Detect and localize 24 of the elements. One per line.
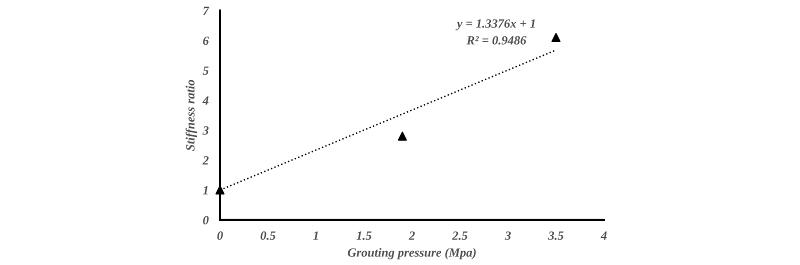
x-tick-label: 2 bbox=[408, 231, 415, 240]
y-tick-label: 2 bbox=[202, 156, 209, 164]
point bbox=[216, 186, 224, 195]
x-tick-label: 4 bbox=[600, 232, 607, 240]
x-tick-label: 3.5 bbox=[548, 231, 564, 240]
y-axis-title: Stiffness ratio bbox=[186, 80, 198, 151]
y-tick-label: 4 bbox=[202, 96, 209, 105]
y-tick-label: 3 bbox=[202, 126, 209, 135]
x-axis-title: Grouting pressure (Mpa) bbox=[348, 248, 476, 260]
point bbox=[398, 132, 407, 141]
x-tick-label: 1 bbox=[313, 231, 318, 240]
annotation: R² = 0.9486 bbox=[466, 36, 526, 45]
x-tick-label: 0.5 bbox=[260, 231, 276, 240]
y-tick-label: 1 bbox=[202, 186, 208, 194]
x-tick-label: 0 bbox=[217, 231, 223, 240]
y-tick-label: 7 bbox=[203, 6, 210, 15]
x-tick-label: 3 bbox=[504, 231, 511, 240]
x-tick-label: 1.5 bbox=[356, 231, 372, 240]
annotation: y = 1.3376x + 1 bbox=[456, 19, 535, 30]
y-tick-label: 5 bbox=[202, 66, 209, 75]
y-tick-label: 6 bbox=[203, 36, 209, 45]
point bbox=[552, 33, 560, 42]
y-tick-label: 0 bbox=[203, 216, 209, 224]
x-tick-label: 2.5 bbox=[452, 231, 468, 240]
